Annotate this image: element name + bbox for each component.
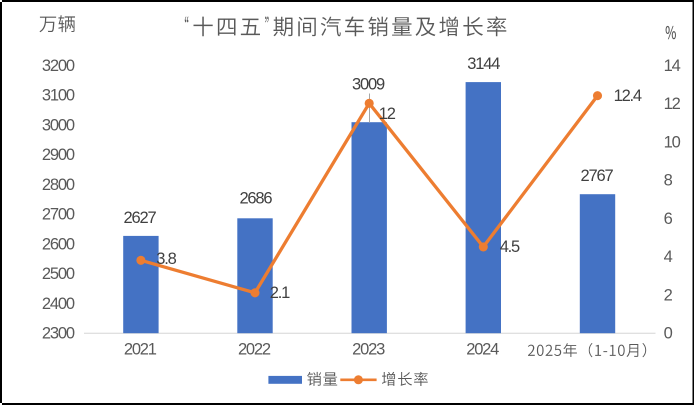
svg-text:2022: 2022 [238,341,271,359]
svg-text:0: 0 [664,325,673,343]
svg-text:2800: 2800 [42,176,75,194]
svg-text:10: 10 [664,133,681,151]
svg-text:14: 14 [664,57,681,75]
svg-text:12.4: 12.4 [614,87,642,105]
svg-text:3009: 3009 [352,76,385,94]
svg-text:2.1: 2.1 [270,284,290,302]
svg-text:2400: 2400 [42,295,75,313]
svg-text:2900: 2900 [42,146,75,164]
svg-text:2500: 2500 [42,265,75,283]
svg-text:8: 8 [664,172,673,190]
svg-text:2627: 2627 [124,209,157,227]
svg-text:2300: 2300 [42,325,75,343]
svg-text:12: 12 [664,95,681,113]
svg-text:6: 6 [664,210,673,228]
svg-text:2: 2 [664,286,673,304]
svg-text:2600: 2600 [42,235,75,253]
svg-text:3.8: 3.8 [156,250,176,268]
svg-text:2024: 2024 [466,341,499,359]
svg-text:2021: 2021 [124,341,157,359]
svg-text:3200: 3200 [42,57,75,75]
svg-text:4: 4 [664,248,673,266]
svg-text:12: 12 [379,105,396,123]
svg-text:2767: 2767 [581,167,614,185]
svg-text:2700: 2700 [42,206,75,224]
svg-text:2023: 2023 [352,341,385,359]
svg-text:3100: 3100 [42,87,75,105]
svg-text:4.5: 4.5 [500,238,520,256]
svg-text:2686: 2686 [239,190,272,208]
svg-text:3144: 3144 [467,55,500,73]
svg-text:3000: 3000 [42,116,75,134]
